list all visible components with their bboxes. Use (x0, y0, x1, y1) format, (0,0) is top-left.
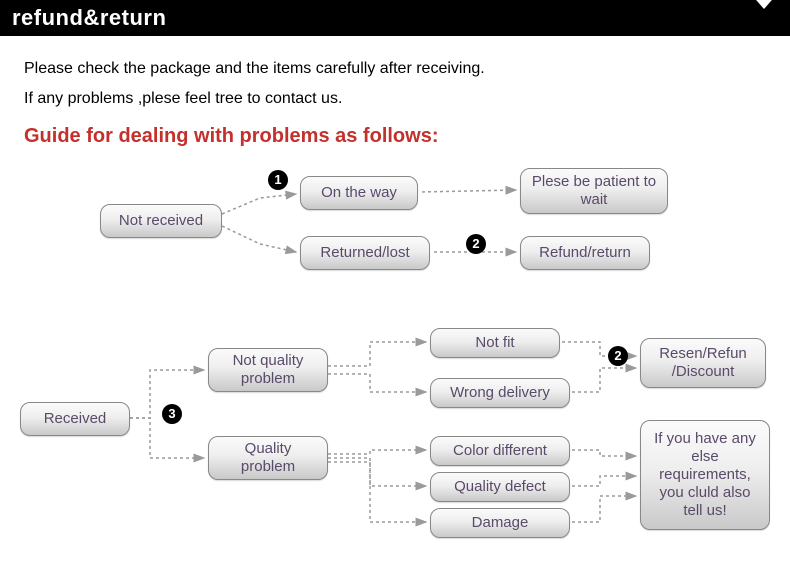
guide-title: Guide for dealing with problems as follo… (0, 121, 790, 156)
intro-line-1: Please check the package and the items c… (24, 54, 766, 84)
flow-node-returned_lost: Returned/lost (300, 236, 430, 270)
flow-node-resen: Resen/Refun /Discount (640, 338, 766, 388)
flow-edge (572, 476, 636, 486)
flow-edge (222, 226, 296, 252)
flow-edge (328, 462, 426, 522)
flow-node-received: Received (20, 402, 130, 436)
flow-node-quality: Quality problem (208, 436, 328, 480)
flow-node-else_req: If you have any else requirements, you c… (640, 420, 770, 530)
flow-badge: 1 (268, 170, 288, 190)
flow-node-not_received: Not received (100, 204, 222, 238)
flow-edge (328, 450, 426, 454)
intro-line-2: If any problems ,plese feel tree to cont… (24, 84, 766, 114)
flow-badge: 3 (162, 404, 182, 424)
flowchart-canvas: Not received On the way Plese be patient t… (0, 156, 790, 576)
flow-edge (222, 194, 296, 214)
flow-edge (328, 458, 426, 486)
flow-node-damage: Damage (430, 508, 570, 538)
flow-node-color_diff: Color different (430, 436, 570, 466)
flow-node-refund_return: Refund/return (520, 236, 650, 270)
flow-edge (130, 418, 204, 458)
flow-node-wrong_delivery: Wrong delivery (430, 378, 570, 408)
flow-node-not_fit: Not fit (430, 328, 560, 358)
flow-node-not_quality: Not quality problem (208, 348, 328, 392)
header-title: refund&return (12, 5, 166, 31)
arrow-down-icon (750, 9, 778, 27)
flow-edge (572, 450, 636, 456)
flow-badge: 2 (608, 346, 628, 366)
flow-edge (328, 342, 426, 366)
header-bar: refund&return (0, 0, 790, 36)
flow-edge (572, 368, 636, 392)
flow-edge (572, 496, 636, 522)
flow-badge: 2 (466, 234, 486, 254)
intro-text: Please check the package and the items c… (0, 36, 790, 121)
flow-node-quality_defect: Quality defect (430, 472, 570, 502)
flow-edge (328, 374, 426, 392)
flow-edge (422, 190, 516, 192)
flow-node-on_the_way: On the way (300, 176, 418, 210)
flow-node-patient: Plese be patient to wait (520, 168, 668, 214)
